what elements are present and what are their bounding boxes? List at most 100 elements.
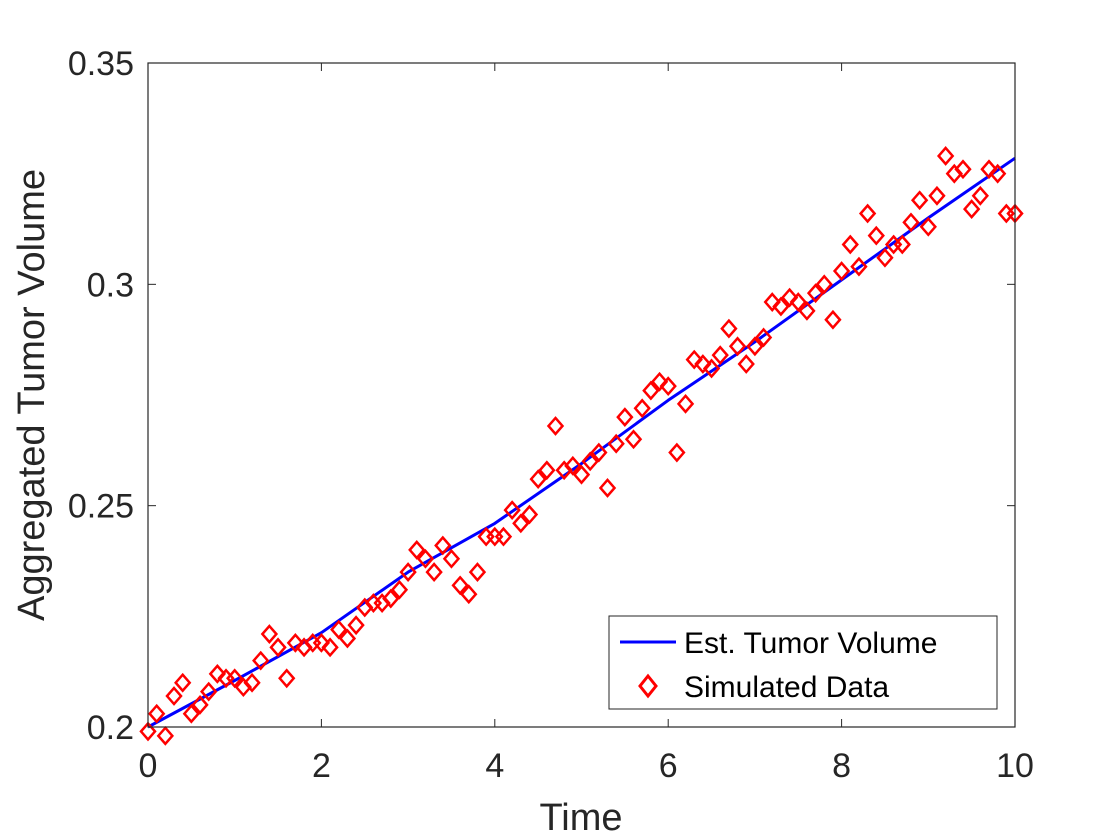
data-point [174, 672, 192, 693]
data-point [954, 159, 972, 180]
data-point [598, 478, 617, 498]
legend: Est. Tumor Volume Simulated Data [608, 615, 998, 710]
x-tick-label: 0 [139, 747, 158, 785]
data-point [148, 703, 166, 724]
data-point [815, 274, 833, 295]
data-point [841, 234, 859, 255]
data-point [910, 190, 929, 211]
data-point [260, 624, 279, 644]
data-point [876, 247, 894, 268]
legend-diamond-swatch [638, 673, 658, 699]
x-tick-label: 2 [312, 747, 331, 785]
x-axis-title: Time [539, 797, 622, 839]
data-point [971, 185, 989, 206]
data-point [616, 407, 634, 428]
data-point [754, 327, 773, 348]
data-point [408, 540, 426, 560]
data-point [286, 632, 305, 653]
x-tick-label: 8 [832, 747, 851, 785]
data-point [338, 628, 357, 649]
data-point [780, 287, 799, 308]
data-point [165, 686, 183, 706]
data-point [659, 376, 677, 397]
data-point [832, 261, 851, 281]
data-point [182, 703, 201, 724]
data-point [330, 619, 348, 640]
data-point [156, 725, 175, 746]
data-point [936, 146, 955, 166]
plot-frame [147, 62, 1016, 728]
data-point [581, 451, 599, 472]
data-point [347, 615, 365, 636]
data-point [980, 159, 998, 180]
data-point [390, 579, 409, 600]
data-point [546, 416, 565, 436]
x-tick-label: 4 [485, 747, 504, 785]
data-point [893, 234, 911, 255]
data-point [928, 185, 946, 206]
data-point [416, 548, 435, 569]
data-point [850, 256, 868, 277]
data-point [382, 588, 400, 609]
data-point [676, 393, 695, 414]
data-point [737, 354, 755, 374]
data-point [503, 500, 521, 520]
data-point [442, 548, 461, 569]
y-tick-label: 0.25 [68, 488, 134, 526]
data-point [642, 380, 660, 401]
data-point [564, 455, 582, 476]
data-point [824, 309, 842, 330]
y-tick-label: 0.2 [87, 709, 134, 747]
data-point [434, 535, 452, 556]
data-point [624, 429, 643, 450]
data-point [902, 212, 920, 233]
data-point [139, 721, 157, 742]
legend-box [608, 615, 998, 710]
data-point [321, 637, 339, 658]
data-point [962, 199, 981, 219]
data-point [702, 358, 721, 379]
x-tick-label: 10 [996, 747, 1034, 785]
data-point [746, 336, 764, 357]
data-point [494, 526, 513, 547]
data-point [243, 672, 261, 693]
data-point [720, 318, 738, 339]
data-point [200, 681, 218, 702]
data-point [269, 637, 287, 658]
data-point [772, 296, 790, 317]
y-axis-title: Aggregated Tumor Volume [11, 169, 53, 621]
y-tick-label: 0.35 [68, 45, 134, 83]
data-point [451, 575, 469, 596]
data-point [538, 460, 556, 481]
data-point [226, 668, 244, 689]
x-tick-label: 6 [659, 747, 678, 785]
y-tick-label: 0.3 [87, 266, 134, 304]
data-point [312, 632, 331, 653]
data-point [988, 163, 1007, 184]
data-point [806, 283, 825, 304]
data-point [685, 349, 703, 370]
y-axis-ticks: 0.2 0.25 0.3 0.35 [68, 45, 1015, 747]
data-point [590, 442, 608, 463]
simulated-data-series [139, 146, 1024, 746]
data-point [512, 513, 530, 534]
data-point [711, 345, 729, 366]
data-point [191, 694, 209, 715]
data-point [278, 668, 296, 689]
data-point [668, 442, 686, 463]
data-point [789, 292, 807, 312]
data-point [399, 562, 417, 582]
data-point [425, 562, 443, 582]
data-point [529, 469, 547, 490]
data-point [607, 433, 625, 454]
data-point [208, 663, 227, 684]
data-point [460, 584, 478, 605]
data-point [650, 371, 669, 392]
data-point [520, 504, 539, 525]
data-point [728, 336, 747, 357]
data-point [919, 216, 937, 237]
data-point [633, 398, 651, 419]
data-point [798, 300, 816, 321]
data-point [858, 203, 877, 224]
data-point [252, 650, 270, 671]
